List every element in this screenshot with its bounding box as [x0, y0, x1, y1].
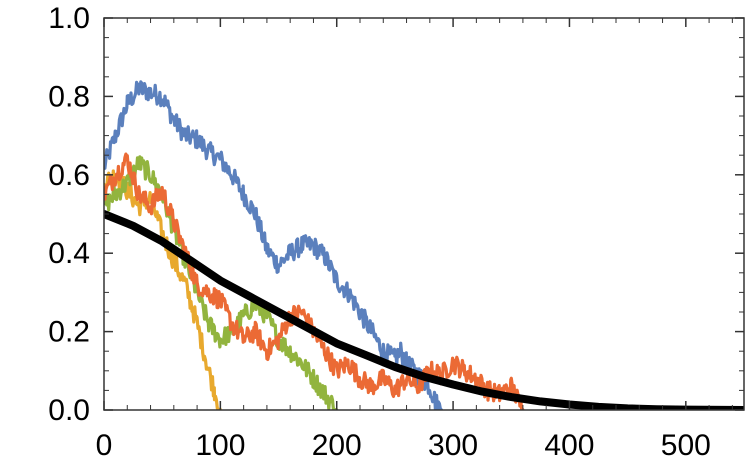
series-layer — [104, 80, 744, 410]
x-tick-label: 300 — [428, 429, 478, 462]
axes-layer: 0 100 200 300 400 500 0.0 0.2 0.4 0.6 0.8 1.0 — [48, 2, 745, 462]
y-tick-label: 0.8 — [48, 80, 90, 113]
mean-curve-line — [104, 210, 744, 410]
y-tick-label: 1.0 — [48, 2, 90, 35]
x-tick-label: 0 — [96, 429, 113, 462]
series-line-0 — [104, 80, 444, 410]
y-tick-label: 0.0 — [48, 394, 90, 427]
plot-frame — [103, 17, 745, 411]
y-tick-label: 0.2 — [48, 316, 90, 349]
y-tick-label: 0.6 — [48, 159, 90, 192]
x-tick-label: 200 — [312, 429, 362, 462]
y-tick-label: 0.4 — [48, 237, 90, 270]
x-tick-label: 400 — [544, 429, 594, 462]
series-line-1 — [104, 169, 222, 410]
series-line-2 — [104, 155, 339, 410]
x-tick-label: 100 — [195, 429, 245, 462]
x-tick-label: 500 — [661, 429, 711, 462]
